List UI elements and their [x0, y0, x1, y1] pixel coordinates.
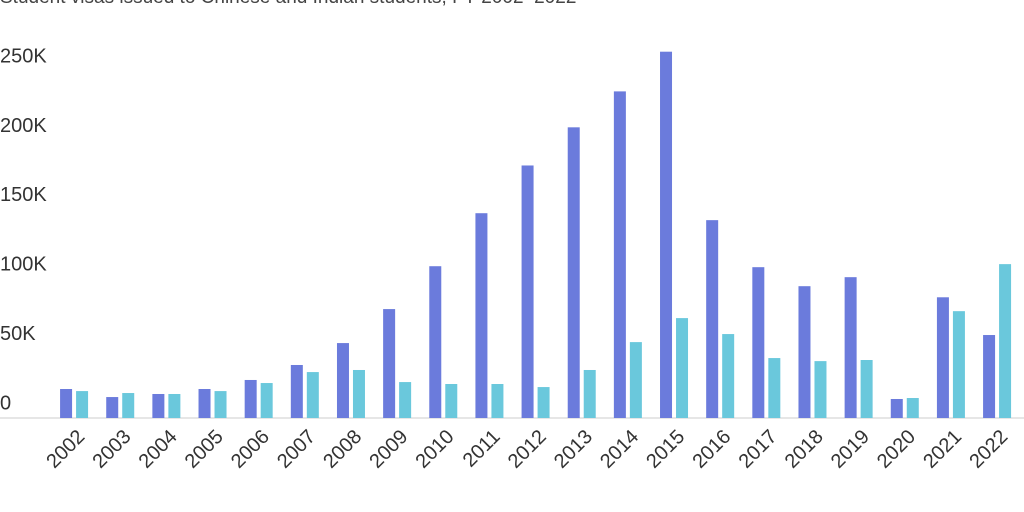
bar: [122, 393, 135, 418]
bar: [844, 277, 857, 418]
bar: [106, 397, 119, 418]
bar: [906, 398, 919, 418]
bar: [352, 369, 365, 418]
x-tick-label: 2011: [459, 426, 505, 472]
bar: [152, 393, 165, 418]
x-tick-label: 2008: [319, 426, 366, 473]
bar: [76, 391, 89, 418]
y-tick-label: 0: [0, 392, 11, 414]
y-tick-label: 100K: [0, 254, 47, 276]
y-tick-label: 250K: [0, 45, 47, 67]
bar: [491, 384, 504, 418]
bar: [660, 51, 673, 418]
bar: [952, 311, 965, 418]
bar: [445, 384, 458, 418]
bar: [399, 382, 412, 418]
bar: [613, 91, 626, 418]
bar: [383, 309, 396, 418]
bar: [244, 379, 257, 418]
y-tick-label: 150K: [0, 184, 47, 206]
y-tick-label: 200K: [0, 115, 47, 137]
bar: [537, 387, 550, 418]
chart-title: Student visas issued to Chinese and Indi…: [0, 0, 576, 8]
bar: [768, 358, 781, 418]
x-tick-label: 2006: [227, 426, 274, 473]
bar: [306, 372, 319, 418]
x-tick-label: 2007: [273, 426, 320, 473]
x-tick-label: 2002: [42, 426, 89, 473]
bar: [198, 389, 211, 418]
x-tick-label: 2019: [827, 426, 874, 473]
bar: [429, 266, 442, 418]
bar: [583, 369, 596, 418]
bar: [676, 318, 689, 418]
bar: [336, 343, 349, 418]
bar: [629, 342, 642, 418]
bar: [567, 127, 580, 418]
x-tick-label: 2020: [873, 426, 920, 473]
x-tick-label: 2003: [88, 426, 135, 473]
x-tick-label: 2022: [965, 426, 1012, 473]
x-tick-label: 2018: [781, 426, 828, 473]
bar: [475, 213, 488, 418]
bar: [890, 398, 903, 418]
x-tick-label: 2014: [596, 426, 643, 473]
x-tick-label: 2021: [919, 426, 966, 473]
x-tick-label: 2009: [365, 426, 412, 473]
y-tick-label: 50K: [0, 323, 36, 345]
bar: [260, 383, 273, 418]
bar: [936, 297, 949, 418]
bar: [983, 335, 996, 418]
x-tick-label: 2012: [504, 426, 551, 473]
bar: [752, 267, 765, 418]
x-tick-label: 2013: [550, 426, 597, 473]
x-tick-label: 2015: [642, 426, 689, 473]
x-tick-label: 2005: [181, 426, 228, 473]
bar: [214, 391, 227, 418]
x-tick-label: 2017: [735, 426, 782, 473]
bar: [168, 393, 181, 418]
bar: [860, 360, 873, 418]
bar: [722, 334, 735, 418]
bar: [290, 364, 303, 418]
x-tick-label: 2010: [412, 426, 459, 473]
bar: [706, 220, 719, 418]
x-tick-label: 2016: [688, 426, 735, 473]
bar: [521, 165, 534, 418]
bar: [60, 389, 73, 418]
bar: [999, 264, 1012, 418]
bar: [814, 361, 827, 418]
x-tick-label: 2004: [135, 426, 182, 473]
bar: [798, 286, 811, 418]
